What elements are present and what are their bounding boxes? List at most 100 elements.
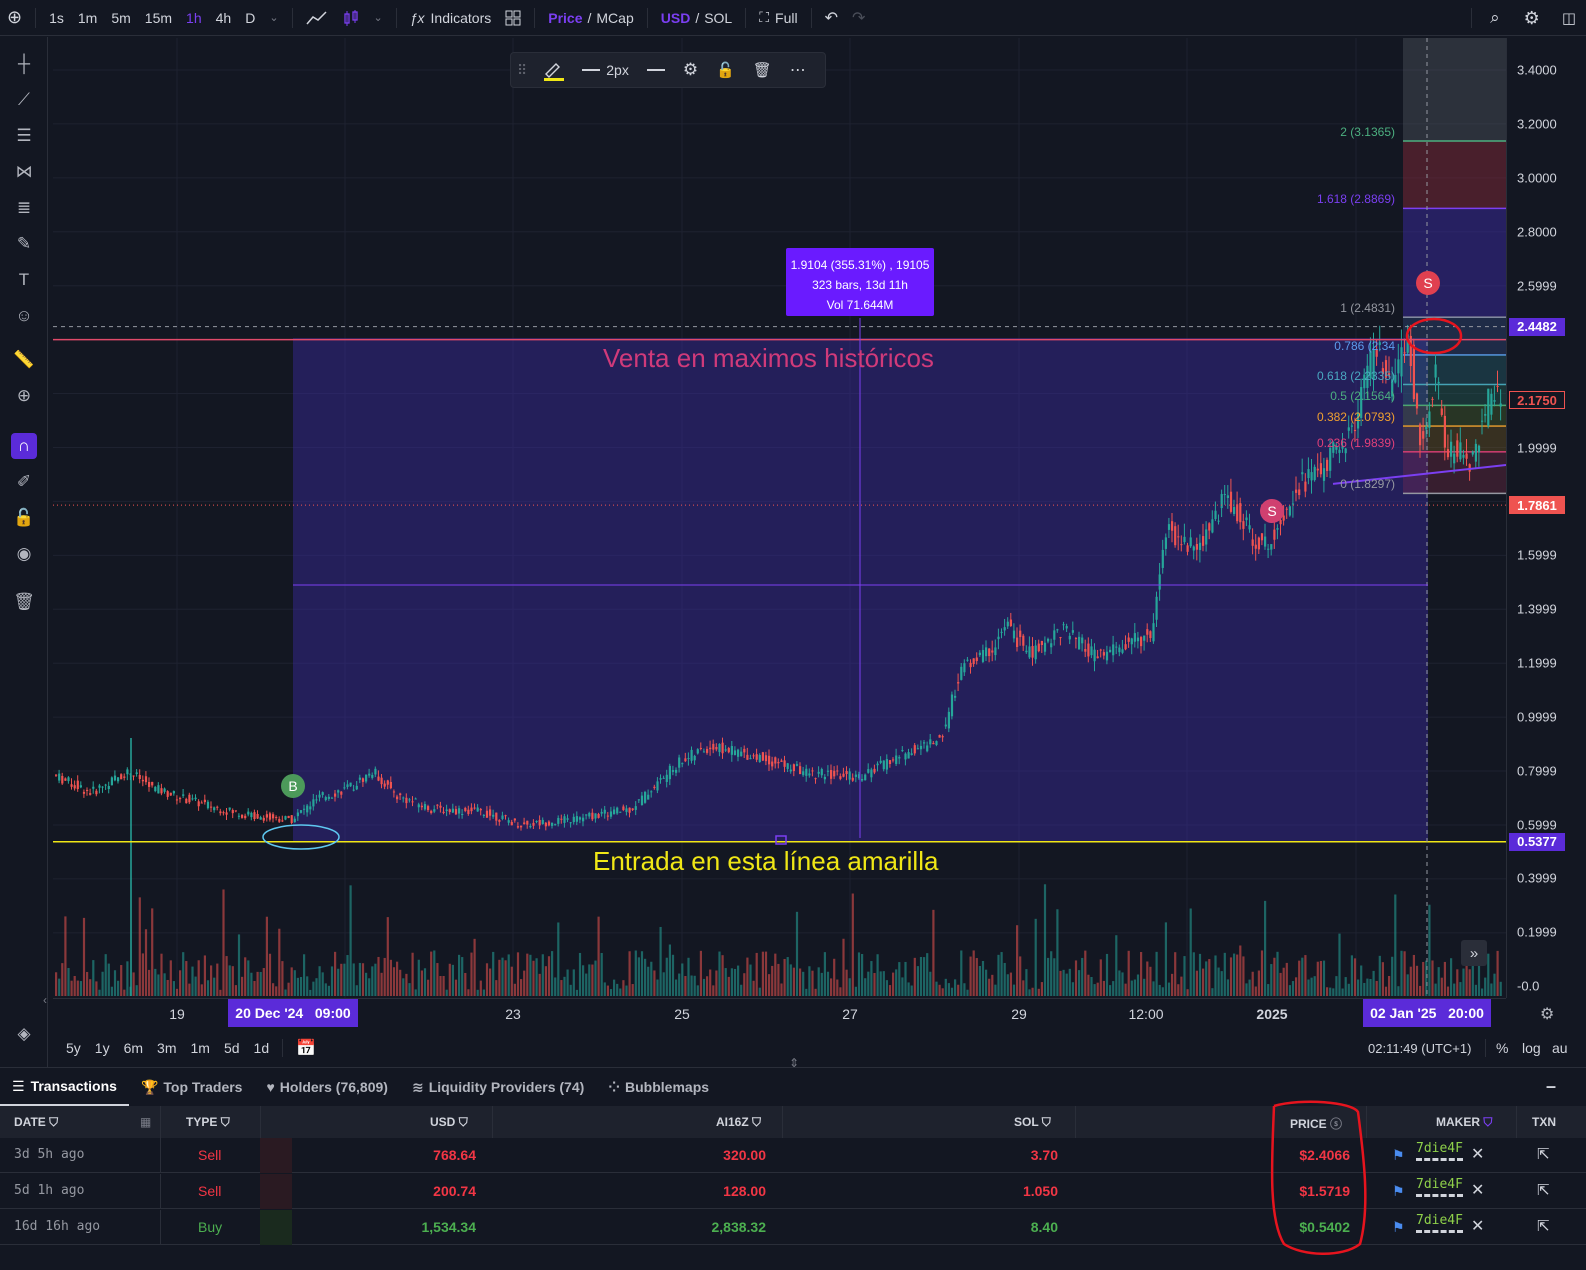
magnet-icon[interactable]: ∩	[11, 433, 37, 459]
scroll-to-realtime-button[interactable]: »	[1461, 940, 1487, 966]
trash-icon[interactable]: 🗑	[13, 592, 35, 611]
interval-4h[interactable]: 4h	[215, 9, 232, 26]
tab-holders[interactable]: ♥ Holders (76,809)	[254, 1068, 399, 1106]
chart-pane[interactable]: B S S 1.9104 (355.31%) , 19105 323 bars, 1…	[53, 38, 1506, 998]
eye-icon[interactable]: ◉	[16, 544, 32, 563]
text-icon[interactable]: T	[18, 270, 30, 289]
filter-active-icon[interactable]: ⛉	[1483, 1115, 1493, 1129]
price-option[interactable]: Price	[548, 9, 583, 26]
zoom-icon[interactable]: ⊕	[16, 386, 32, 405]
filter-icon[interactable]: ⛉	[1041, 1115, 1051, 1129]
table-row[interactable]: 16d 16h ago Buy 1,534.34 2,838.32 8.40 $…	[0, 1210, 1586, 1245]
lock-icon[interactable]: 🔓	[13, 508, 35, 527]
crosshair-icon[interactable]: ┼	[17, 54, 31, 73]
tab-bubblemaps[interactable]: ⁘ Bubblemaps	[596, 1068, 721, 1106]
interval-1m[interactable]: 1m	[77, 9, 98, 26]
clock-readout[interactable]: 02:11:49 (UTC+1)	[1368, 1040, 1472, 1056]
sol-option[interactable]: SOL	[704, 9, 733, 26]
go-to-date-icon[interactable]: 📅	[296, 1040, 317, 1057]
collapse-arrow-icon[interactable]: ‹	[43, 993, 47, 1007]
col-maker[interactable]: MAKER ⛉	[1436, 1115, 1493, 1129]
auto-toggle[interactable]: au	[1552, 1040, 1568, 1056]
trend-line-icon[interactable]: ⟋	[18, 90, 30, 109]
price-axis[interactable]: 3.4000 3.2000 3.0000 2.8000 2.5999 1.9999 1.59…	[1506, 38, 1586, 998]
col-sol[interactable]: SOL ⛉	[1014, 1115, 1051, 1129]
filter-icon[interactable]: ⛉	[49, 1115, 59, 1129]
drawing-trash-icon[interactable]: 🗑	[752, 62, 772, 79]
buy-annotation-text[interactable]: Entrada en esta línea amarilla	[593, 846, 939, 876]
line-style-icon[interactable]	[638, 52, 674, 88]
col-type[interactable]: TYPE ⛉	[186, 1115, 230, 1129]
interval-15m[interactable]: 15m	[144, 9, 173, 26]
usd-sol-toggle[interactable]: USD / SOL	[654, 0, 739, 36]
interval-1h[interactable]: 1h	[186, 9, 202, 26]
time-axis[interactable]: 19 20 Dec '24 09:00 23 25 27 29 12:00 20…	[43, 993, 1506, 1028]
col-price[interactable]: PRICE ⓢ	[1290, 1117, 1343, 1131]
quick-search-icon[interactable]: ⌕	[1490, 8, 1500, 27]
interval-5m[interactable]: 5m	[111, 9, 131, 26]
chart-type-chevron-icon[interactable]: ⌄	[373, 12, 383, 24]
remove-filter-icon[interactable]: ✕	[1471, 1146, 1485, 1163]
range-6m[interactable]: 6m	[123, 1040, 144, 1056]
add-symbol-icon[interactable]: ⊕	[7, 7, 23, 27]
line-color-pencil-icon[interactable]	[533, 52, 573, 88]
info-icon[interactable]: ⓢ	[1330, 1117, 1343, 1131]
remove-filter-icon[interactable]: ✕	[1471, 1182, 1485, 1199]
line-width-button[interactable]: 2px	[573, 52, 638, 88]
candles-icon[interactable]	[335, 0, 367, 36]
range-5d[interactable]: 5d	[223, 1040, 240, 1056]
layouts-icon[interactable]	[498, 0, 528, 36]
filter-icon[interactable]: ⛉	[752, 1115, 762, 1129]
price-mcap-toggle[interactable]: Price / MCap	[541, 0, 641, 36]
log-toggle[interactable]: log	[1522, 1040, 1541, 1056]
camera-icon[interactable]: ◫	[1561, 10, 1576, 27]
minimize-panel-icon[interactable]: –	[1545, 1076, 1556, 1096]
sell-annotation-text[interactable]: Venta en maximos históricos	[603, 343, 934, 373]
table-row[interactable]: 5d 1h ago Sell 200.74 128.00 1.050 $1.57…	[0, 1174, 1586, 1209]
range-3m[interactable]: 3m	[157, 1040, 177, 1056]
external-link-icon[interactable]: ⇱	[1537, 1218, 1550, 1235]
ruler-icon[interactable]: 📏	[13, 350, 35, 369]
settings-gear-icon[interactable]: ⚙	[1523, 7, 1540, 28]
mcap-option[interactable]: MCap	[596, 9, 634, 26]
external-link-icon[interactable]: ⇱	[1537, 1182, 1550, 1199]
range-1d[interactable]: 1d	[253, 1040, 270, 1056]
interval-1s[interactable]: 1s	[49, 9, 64, 26]
redo-icon[interactable]: ↷	[852, 9, 866, 27]
axis-settings-gear-icon[interactable]: ⚙	[1540, 1006, 1555, 1023]
filter-icon[interactable]: ⛉	[220, 1115, 230, 1129]
cell-maker[interactable]: 7die4F	[1416, 1213, 1463, 1233]
drawing-settings-gear-icon[interactable]: ⚙	[682, 60, 699, 79]
chart-canvas[interactable]: B S S	[53, 38, 1506, 998]
brush-icon[interactable]: ✎	[16, 234, 32, 253]
external-link-icon[interactable]: ⇱	[1537, 1146, 1550, 1163]
calendar-icon[interactable]: ▦	[140, 1115, 152, 1129]
line-chart-icon[interactable]	[299, 0, 335, 36]
table-row[interactable]: 3d 5h ago Sell 768.64 320.00 3.70 $2.406…	[0, 1138, 1586, 1173]
percent-toggle[interactable]: %	[1496, 1040, 1509, 1056]
interval-dropdown-chevron-icon[interactable]: ⌄	[269, 12, 279, 24]
drawing-lock-icon[interactable]: 🔓	[716, 62, 735, 79]
tab-transactions[interactable]: ☰ Transactions	[0, 1068, 129, 1106]
object-tree-icon[interactable]: ◈	[17, 1024, 31, 1043]
drag-handle-icon[interactable]: ⠿	[517, 61, 528, 78]
range-1y[interactable]: 1y	[94, 1040, 110, 1056]
filter-icon[interactable]: ⛉	[458, 1115, 468, 1129]
emoji-icon[interactable]: ☺	[15, 306, 33, 325]
panel-resize-handle-icon[interactable]: ⇕	[789, 1056, 800, 1070]
cell-maker[interactable]: 7die4F	[1416, 1177, 1463, 1197]
interval-d[interactable]: D	[245, 9, 256, 26]
col-usd[interactable]: USD ⛉	[430, 1115, 468, 1129]
indicators-button[interactable]: ƒx Indicators	[403, 0, 499, 36]
horizontal-lines-icon[interactable]: ☰	[16, 126, 32, 145]
stay-drawing-icon[interactable]: ✐	[16, 472, 32, 491]
more-options-icon[interactable]: ⋯	[789, 62, 806, 79]
fib-tools-icon[interactable]: ≣	[16, 198, 32, 217]
tab-liquidity-providers[interactable]: ≋ Liquidity Providers (74)	[400, 1068, 596, 1106]
undo-icon[interactable]: ↶	[824, 9, 838, 27]
remove-filter-icon[interactable]: ✕	[1471, 1218, 1485, 1235]
col-date[interactable]: DATE ⛉	[14, 1115, 59, 1129]
pattern-icon[interactable]: ⋈	[15, 162, 33, 181]
range-1m[interactable]: 1m	[190, 1040, 210, 1056]
tab-top-traders[interactable]: 🏆 Top Traders	[129, 1068, 255, 1106]
